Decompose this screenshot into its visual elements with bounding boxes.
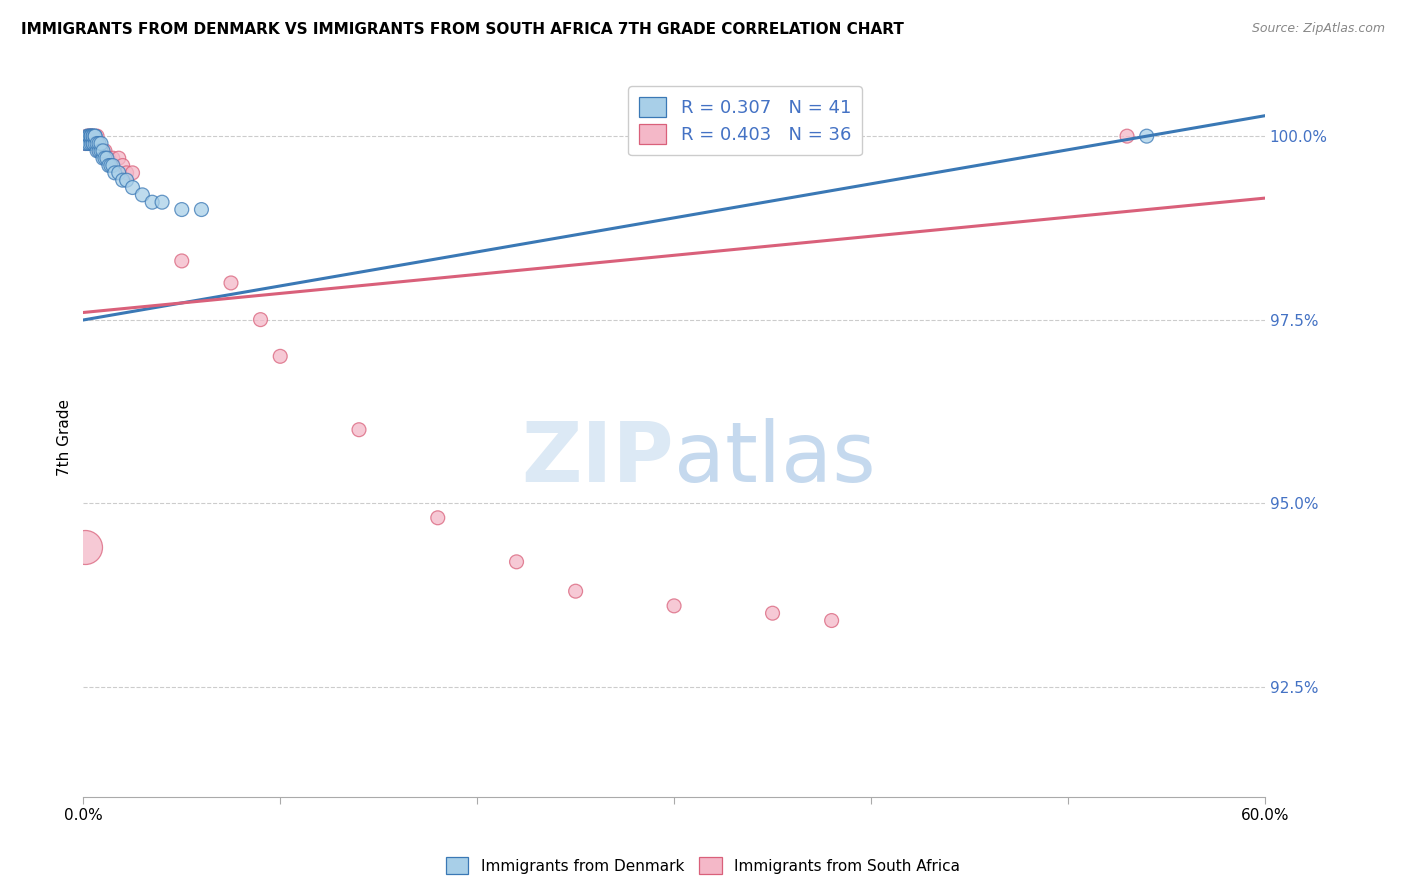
Point — [131, 187, 153, 202]
Point — [91, 144, 114, 158]
Point — [104, 166, 127, 180]
Point — [77, 129, 100, 144]
Point — [347, 423, 370, 437]
Point — [76, 129, 98, 144]
Point — [107, 166, 129, 180]
Text: ZIP: ZIP — [522, 418, 673, 500]
Point — [170, 254, 193, 268]
Text: atlas: atlas — [673, 418, 876, 500]
Point — [94, 151, 117, 165]
Point — [77, 136, 100, 151]
Point — [82, 136, 104, 151]
Point — [77, 136, 100, 151]
Point — [820, 614, 842, 628]
Point — [86, 144, 108, 158]
Point — [1136, 129, 1159, 144]
Point — [662, 599, 685, 613]
Point — [80, 129, 103, 144]
Point — [219, 276, 242, 290]
Point — [76, 136, 98, 151]
Point — [141, 195, 163, 210]
Point — [100, 159, 122, 173]
Point — [87, 144, 110, 158]
Point — [249, 312, 271, 326]
Point — [91, 151, 114, 165]
Point — [111, 173, 134, 187]
Point — [75, 136, 97, 151]
Legend: R = 0.307   N = 41, R = 0.403   N = 36: R = 0.307 N = 41, R = 0.403 N = 36 — [628, 87, 862, 155]
Text: Source: ZipAtlas.com: Source: ZipAtlas.com — [1251, 22, 1385, 36]
Point — [90, 144, 112, 158]
Point — [80, 136, 103, 151]
Point — [101, 151, 124, 165]
Point — [115, 173, 138, 187]
Point — [77, 129, 100, 144]
Point — [87, 136, 110, 151]
Point — [77, 129, 100, 144]
Point — [101, 159, 124, 173]
Point — [76, 129, 98, 144]
Point — [80, 136, 103, 151]
Point — [761, 606, 783, 620]
Point — [269, 349, 291, 363]
Point — [82, 129, 104, 144]
Point — [91, 144, 114, 158]
Point — [121, 166, 143, 180]
Point — [90, 144, 112, 158]
Point — [84, 136, 107, 151]
Text: IMMIGRANTS FROM DENMARK VS IMMIGRANTS FROM SOUTH AFRICA 7TH GRADE CORRELATION CH: IMMIGRANTS FROM DENMARK VS IMMIGRANTS FR… — [21, 22, 904, 37]
Point — [97, 159, 120, 173]
Point — [96, 151, 118, 165]
Point — [190, 202, 212, 217]
Y-axis label: 7th Grade: 7th Grade — [58, 399, 72, 475]
Point — [505, 555, 527, 569]
Point — [80, 129, 103, 144]
Point — [80, 129, 103, 144]
Point — [82, 136, 104, 151]
Point — [75, 540, 97, 554]
Point — [82, 129, 104, 144]
Point — [86, 136, 108, 151]
Point — [107, 151, 129, 165]
Point — [96, 151, 118, 165]
Point — [82, 136, 104, 151]
Point — [76, 136, 98, 151]
Point — [84, 136, 107, 151]
Point — [150, 195, 173, 210]
Point — [121, 180, 143, 194]
Point — [84, 129, 107, 144]
Point — [426, 510, 449, 524]
Point — [115, 166, 138, 180]
Legend: Immigrants from Denmark, Immigrants from South Africa: Immigrants from Denmark, Immigrants from… — [440, 851, 966, 880]
Point — [111, 159, 134, 173]
Point — [90, 136, 112, 151]
Point — [86, 136, 108, 151]
Point — [75, 136, 97, 151]
Point — [80, 129, 103, 144]
Point — [87, 144, 110, 158]
Point — [564, 584, 586, 599]
Point — [86, 129, 108, 144]
Point — [84, 136, 107, 151]
Point — [170, 202, 193, 217]
Point — [84, 129, 107, 144]
Point — [97, 151, 120, 165]
Point — [94, 144, 117, 158]
Point — [1116, 129, 1139, 144]
Point — [82, 129, 104, 144]
